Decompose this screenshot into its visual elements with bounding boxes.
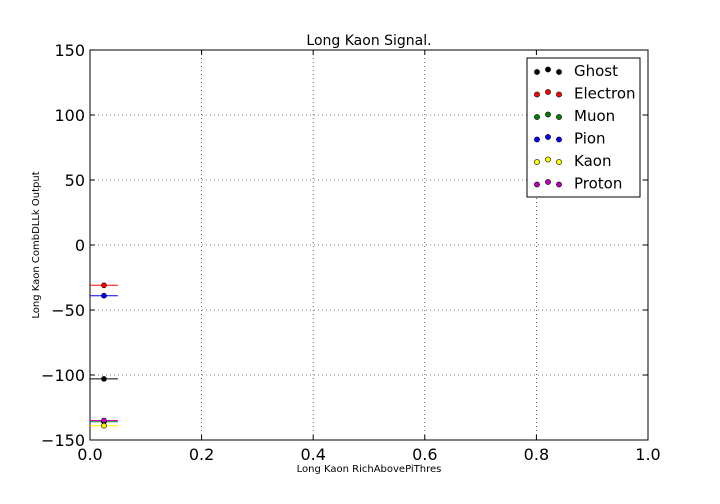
legend-item-ghost: Ghost: [534, 62, 618, 80]
legend-item-muon: Muon: [534, 107, 615, 125]
legend-label: Electron: [574, 85, 636, 103]
x-tick-label: 1.0: [635, 445, 660, 464]
legend-item-pion: Pion: [534, 130, 606, 148]
legend-marker: [534, 181, 540, 188]
legend-box: [526, 57, 641, 198]
y-tick-label: 150: [54, 41, 85, 60]
legend-marker: [556, 69, 562, 75]
y-axis-label: Long Kaon CombDLLk Output: [31, 171, 42, 318]
legend-marker: [534, 136, 540, 143]
legend-marker: [545, 134, 551, 140]
legend-marker: [556, 136, 562, 143]
legend: Ghost Electron Muon Pion Kaon Proton: [526, 57, 641, 198]
legend-marker: [545, 66, 551, 73]
y-tick-label: 100: [54, 106, 85, 125]
y-tick-label: 0: [75, 236, 85, 255]
data-point-electron: [90, 282, 118, 289]
x-tick-label: 0.0: [77, 445, 102, 464]
axis-ticks: [89, 49, 649, 441]
data-point-pion: [90, 292, 118, 299]
x-tick-label: 0.8: [524, 445, 549, 464]
legend-marker: [534, 69, 540, 75]
legend-label: Muon: [574, 107, 615, 125]
legend-marker: [545, 179, 551, 185]
data-point-ghost: [90, 376, 118, 382]
y-tick-label: −100: [41, 366, 85, 385]
legend-label: Kaon: [574, 152, 611, 170]
x-tick-labels: 0.0 0.2 0.4 0.6 0.8 1.0: [77, 445, 660, 464]
point-marker: [101, 282, 107, 289]
legend-marker: [556, 114, 562, 120]
legend-item-electron: Electron: [534, 85, 636, 103]
data-points: [90, 282, 118, 429]
legend-marker: [545, 89, 551, 95]
legend-marker: [534, 159, 540, 165]
point-marker: [101, 422, 107, 429]
legend-marker: [545, 156, 551, 163]
legend-marker: [534, 91, 540, 98]
legend-label: Pion: [574, 130, 606, 148]
y-tick-label: −150: [41, 431, 85, 450]
y-tick-label: −50: [51, 301, 85, 320]
legend-marker: [556, 159, 562, 165]
legend-marker: [534, 114, 540, 120]
x-tick-label: 0.6: [412, 445, 437, 464]
legend-label: Ghost: [574, 62, 618, 80]
legend-label: Proton: [574, 175, 622, 193]
x-tick-label: 0.4: [300, 445, 325, 464]
x-tick-label: 0.2: [189, 445, 214, 464]
legend-marker: [556, 181, 562, 188]
chart-title: Long Kaon Signal.: [306, 33, 431, 49]
data-point-proton: [90, 417, 118, 424]
x-axis-label: Long Kaon RichAbovePiThres: [297, 464, 442, 475]
y-tick-label: 50: [65, 171, 85, 190]
legend-item-kaon: Kaon: [534, 152, 611, 170]
legend-marker: [545, 111, 551, 118]
data-point-kaon: [90, 422, 118, 429]
point-marker: [101, 417, 107, 424]
y-tick-labels: 150 100 50 0 −50 −100 −150: [41, 41, 85, 450]
point-marker: [101, 376, 107, 382]
legend-item-proton: Proton: [534, 175, 622, 193]
legend-marker: [556, 91, 562, 98]
point-marker: [101, 292, 107, 299]
